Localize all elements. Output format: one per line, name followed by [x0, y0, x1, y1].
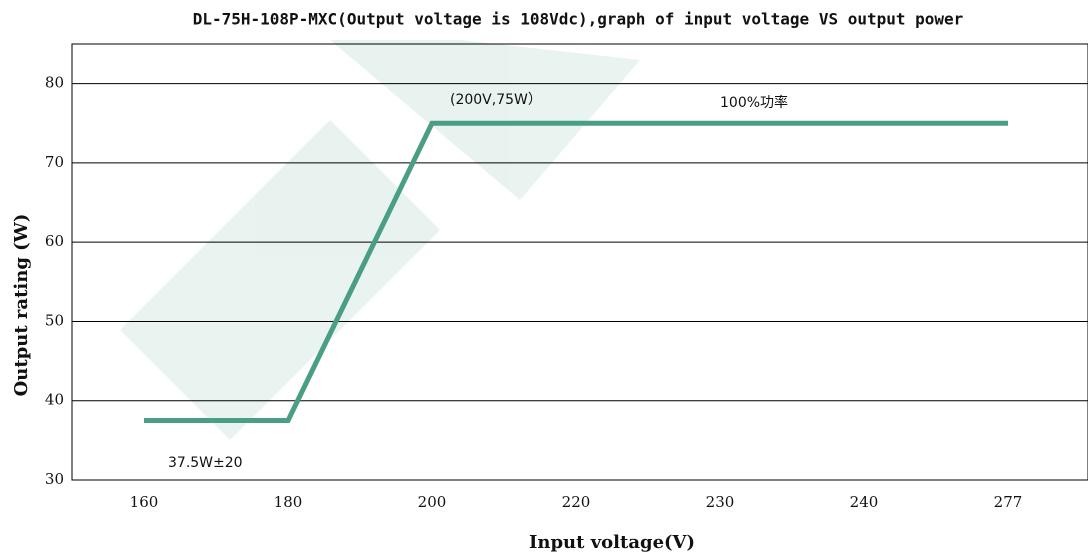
x-tick-label: 240: [850, 493, 879, 511]
annotation: (200V,75W）: [450, 92, 542, 108]
y-tick-label: 40: [45, 391, 64, 409]
y-tick-label: 50: [45, 311, 64, 329]
annotation: 100%功率: [720, 94, 788, 111]
line: [144, 120, 1008, 424]
x-tick-label: 277: [994, 493, 1023, 511]
y-tick-label: 80: [45, 74, 64, 92]
y-tick-label: 30: [45, 470, 64, 488]
y-axis-label: Output rating (W): [11, 214, 32, 397]
chart-title: DL-75H-108P-MXC(Output voltage is 108Vdc…: [193, 10, 964, 29]
x-tick-label: 230: [706, 493, 735, 511]
annotation: 37.5W±20: [168, 455, 243, 471]
x-axis-label: Input voltage(V): [529, 532, 695, 553]
y-tick-label: 60: [45, 232, 64, 250]
x-tick-label: 200: [418, 493, 447, 511]
x-tick-label: 160: [130, 493, 159, 511]
x-tick-label: 180: [274, 493, 303, 511]
y-tick-label: 70: [45, 153, 64, 171]
watermark: [120, 40, 640, 440]
x-tick-label: 220: [562, 493, 591, 511]
